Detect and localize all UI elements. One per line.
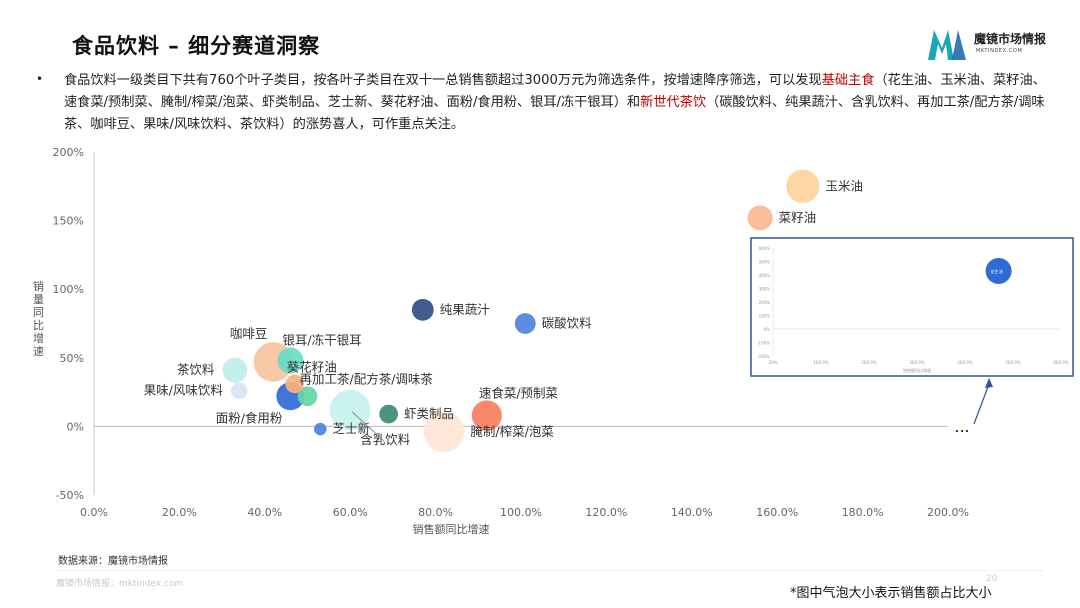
y-tick-label: 200% bbox=[53, 146, 84, 159]
x-tick-label: 20.0% bbox=[162, 506, 197, 519]
bubble-label: 咖啡豆 bbox=[230, 326, 268, 341]
inset-y-tick: 100% bbox=[759, 314, 771, 319]
bubble-label: 菜籽油 bbox=[779, 210, 817, 225]
bubble-label: 速食菜/预制菜 bbox=[479, 385, 559, 400]
x-tick-label: 100.0% bbox=[500, 506, 542, 519]
bubble bbox=[230, 382, 248, 400]
bubble bbox=[329, 389, 371, 431]
inset-x-tick: 200.0% bbox=[861, 360, 876, 365]
bubble bbox=[471, 400, 502, 431]
inset-bubble bbox=[985, 257, 1012, 284]
inset-y-tick: 500% bbox=[759, 260, 771, 265]
bubble-label: 茶饮料 bbox=[177, 362, 215, 377]
inset-x-tick: 100.0% bbox=[813, 360, 828, 365]
x-axis-title: 销售额同比增速 bbox=[413, 522, 490, 536]
bubble-label: 腌制/榨菜/泡菜 bbox=[470, 424, 554, 439]
mktindex-logo-icon bbox=[928, 30, 966, 60]
y-tick-label: 0% bbox=[67, 420, 84, 433]
bubble-size-note: *图中气泡大小表示销售额占比大小 bbox=[790, 586, 992, 601]
inset-y-tick: -100% bbox=[757, 341, 770, 346]
bubble-label: 芝士新 bbox=[333, 421, 371, 436]
paragraph-text: （碳酸饮料、纯果蔬汁、含乳饮料、再加工茶/配方茶/调味茶、咖啡豆、果味/风味饮料… bbox=[64, 95, 1045, 132]
inset-chart-frame bbox=[750, 237, 1074, 377]
bubble bbox=[514, 313, 536, 334]
bubble-label: 葵花籽油 bbox=[287, 360, 337, 375]
bubble bbox=[747, 205, 773, 231]
bubble-label: 果味/风味饮料 bbox=[144, 383, 224, 398]
highlight-text: 新世代茶饮 bbox=[640, 95, 707, 110]
bubble bbox=[786, 169, 820, 203]
logo-name: 魔镜市场情报 bbox=[974, 32, 1047, 46]
inset-x-tick: 20% bbox=[769, 360, 778, 365]
bubble bbox=[411, 298, 434, 321]
leader-line bbox=[351, 411, 385, 442]
bubble bbox=[277, 347, 304, 374]
ellipsis-marker: ... bbox=[954, 417, 969, 436]
bubble-label: 含乳饮料 bbox=[360, 432, 411, 447]
bubble-label: 纯果蔬汁 bbox=[440, 302, 491, 317]
bubble bbox=[423, 411, 465, 453]
y-tick-label: -50% bbox=[56, 489, 84, 502]
x-tick-label: 180.0% bbox=[842, 506, 884, 519]
bubble bbox=[285, 374, 305, 394]
inset-y-tick: 600% bbox=[759, 246, 771, 251]
y-axis-title: 销量同比增速 bbox=[33, 279, 44, 358]
pointer-arrow-head bbox=[985, 378, 993, 388]
footer-watermark: 魔镜市场情报：mktindex.com bbox=[56, 579, 184, 589]
page-title: 食品饮料 – 细分赛道洞察 bbox=[72, 34, 321, 58]
data-source: 数据来源：魔镜市场情报 bbox=[58, 556, 168, 567]
inset-x-tick: 600.0% bbox=[1053, 360, 1068, 365]
inset-x-title: 销售额同比增速 bbox=[903, 367, 931, 373]
inset-y-tick: 200% bbox=[759, 300, 771, 305]
y-tick-label: 150% bbox=[53, 215, 84, 228]
y-tick-label: 50% bbox=[60, 352, 84, 365]
x-tick-label: 160.0% bbox=[756, 506, 798, 519]
y-tick-label: 100% bbox=[53, 283, 84, 296]
inset-y-tick: 0% bbox=[764, 327, 771, 332]
paragraph-text: （花生油、玉米油、菜籽油、速食菜/预制菜、腌制/榨菜/泡菜、虾类制品、芝士新、葵… bbox=[64, 73, 1046, 110]
inset-x-tick: 500.0% bbox=[1005, 360, 1020, 365]
inset-y-tick: 400% bbox=[759, 273, 771, 278]
x-tick-label: 0.0% bbox=[80, 506, 108, 519]
inset-x-tick: 300.0% bbox=[909, 360, 924, 365]
inset-bubble-label: 花生油 bbox=[991, 268, 1003, 274]
bubble-label: 面粉/食用粉 bbox=[216, 410, 283, 425]
paragraph-text: 食品饮料一级类目下共有760个叶子类目，按各叶子类目在双十一总销售额超过3000… bbox=[64, 73, 822, 88]
bubble-label: 银耳/冻干银耳 bbox=[282, 333, 361, 348]
bubble bbox=[379, 404, 398, 424]
bullet-marker: • bbox=[36, 72, 44, 86]
bubble-label: 玉米油 bbox=[825, 178, 863, 193]
page-number: 20 bbox=[986, 574, 998, 584]
x-tick-label: 140.0% bbox=[671, 506, 713, 519]
bubble-label: 碳酸饮料 bbox=[542, 316, 593, 331]
x-tick-label: 80.0% bbox=[418, 506, 453, 519]
brand-logo: 魔镜市场情报 MKTINDEX.COM bbox=[924, 24, 1054, 64]
x-tick-label: 120.0% bbox=[585, 506, 627, 519]
pointer-arrow-line bbox=[973, 383, 990, 425]
bubble bbox=[222, 357, 248, 383]
inset-x-tick: 400.0% bbox=[957, 360, 972, 365]
bubble bbox=[314, 422, 327, 436]
bubble-label: 再加工茶/配方茶/调味茶 bbox=[300, 371, 434, 386]
inset-y-tick: -200% bbox=[757, 354, 770, 359]
logo-url: MKTINDEX.COM bbox=[976, 48, 1023, 54]
bubble-label: 虾类制品 bbox=[404, 406, 454, 421]
x-tick-label: 60.0% bbox=[333, 506, 368, 519]
x-tick-label: 40.0% bbox=[247, 506, 282, 519]
highlight-text: 基础主食 bbox=[821, 73, 875, 88]
inset-y-tick: 300% bbox=[759, 287, 771, 292]
x-tick-label: 200.0% bbox=[927, 506, 969, 519]
footer-divider bbox=[56, 570, 1044, 571]
insight-paragraph: 食品饮料一级类目下共有760个叶子类目，按各叶子类目在双十一总销售额超过3000… bbox=[64, 70, 1054, 136]
bubble bbox=[297, 386, 318, 407]
